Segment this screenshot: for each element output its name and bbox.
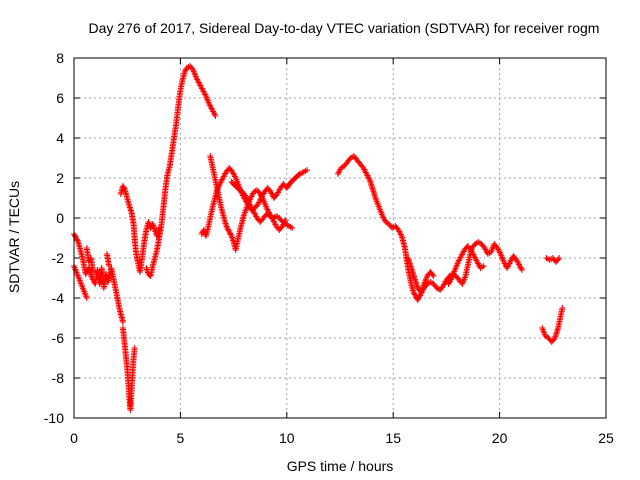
data-point bbox=[296, 171, 303, 177]
data-point bbox=[127, 206, 134, 212]
y-tick-label: 8 bbox=[56, 50, 64, 66]
data-point bbox=[119, 183, 126, 189]
y-tick-label: -6 bbox=[52, 330, 65, 346]
y-tick-label: 2 bbox=[56, 170, 64, 186]
y-tick-label: -4 bbox=[52, 290, 65, 306]
data-point bbox=[518, 267, 525, 273]
x-tick-label: 5 bbox=[177, 430, 185, 446]
data-point bbox=[556, 255, 563, 261]
x-tick-label: 20 bbox=[492, 430, 508, 446]
data-point bbox=[429, 271, 436, 278]
data-point bbox=[182, 67, 189, 74]
data-point bbox=[289, 225, 296, 231]
data-point bbox=[121, 185, 128, 192]
data-point bbox=[222, 220, 229, 227]
data-point bbox=[73, 236, 80, 243]
y-tick-label: 0 bbox=[56, 210, 64, 226]
data-point bbox=[71, 232, 78, 239]
data-point bbox=[212, 113, 219, 119]
data-point bbox=[227, 230, 234, 237]
data-point bbox=[517, 264, 524, 271]
data-point bbox=[181, 69, 188, 75]
plot-frame bbox=[73, 57, 607, 419]
data-point bbox=[559, 305, 566, 311]
data-point bbox=[516, 263, 523, 269]
y-tick-label: 6 bbox=[56, 90, 64, 106]
data-point bbox=[131, 345, 138, 351]
data-point bbox=[297, 170, 304, 177]
data-point bbox=[226, 229, 233, 235]
data-point bbox=[227, 231, 234, 238]
data-point bbox=[74, 237, 81, 244]
data-point bbox=[480, 263, 487, 269]
data-point bbox=[119, 319, 126, 325]
data-point bbox=[127, 207, 134, 214]
y-tick-label: -10 bbox=[44, 410, 64, 426]
data-point bbox=[275, 188, 282, 194]
x-tick-label: 15 bbox=[385, 430, 401, 446]
data-point bbox=[83, 295, 90, 301]
data-point bbox=[90, 269, 97, 275]
data-point bbox=[336, 168, 343, 174]
data-point bbox=[126, 204, 133, 211]
y-axis-label: SDTVAR / TECUs bbox=[6, 181, 22, 293]
data-series-sdtvar bbox=[71, 63, 566, 413]
data-point bbox=[143, 266, 150, 273]
data-point bbox=[430, 273, 437, 279]
x-axis-label: GPS time / hours bbox=[287, 458, 394, 474]
data-point bbox=[72, 233, 79, 240]
data-point bbox=[224, 226, 231, 233]
data-point bbox=[555, 256, 562, 263]
data-point bbox=[411, 291, 418, 298]
grid bbox=[74, 58, 606, 418]
data-point bbox=[224, 225, 231, 231]
y-tick-label: 4 bbox=[56, 130, 64, 146]
x-tick-label: 25 bbox=[598, 430, 614, 446]
data-point bbox=[120, 184, 127, 191]
data-point bbox=[411, 290, 418, 297]
x-tick-label: 0 bbox=[70, 430, 78, 446]
data-point bbox=[225, 227, 232, 234]
data-point bbox=[299, 169, 306, 176]
x-tick-label: 10 bbox=[279, 430, 295, 446]
chart-title: Day 276 of 2017, Sidereal Day-to-day VTE… bbox=[89, 20, 600, 36]
axis-ticks: 0 5 10 15 20 25 -10 -8 -6 -4 -2 0 2 4 6 8 bbox=[44, 50, 614, 446]
data-point bbox=[518, 265, 525, 272]
data-point bbox=[304, 167, 311, 173]
data-point bbox=[106, 263, 113, 269]
data-point bbox=[143, 265, 150, 271]
y-tick-label: -8 bbox=[52, 370, 65, 386]
data-point bbox=[410, 289, 417, 295]
y-tick-label: -2 bbox=[52, 250, 65, 266]
